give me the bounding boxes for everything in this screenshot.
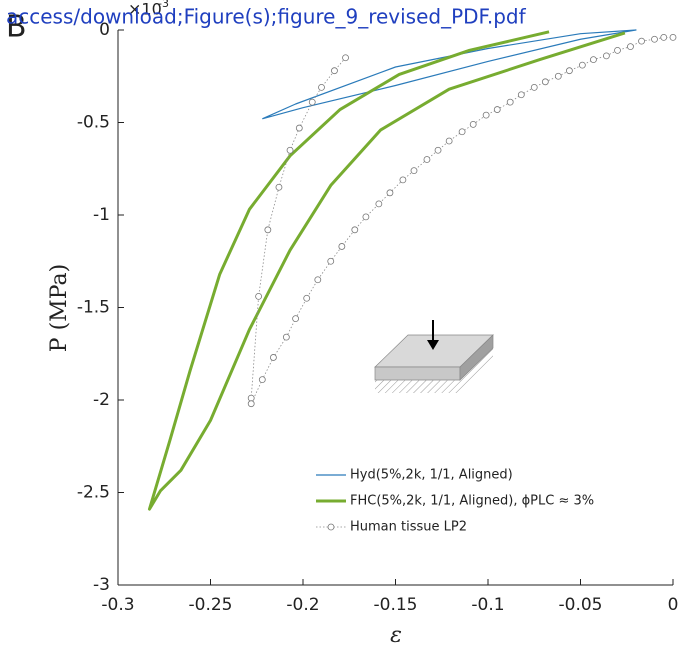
x-axis-label: ε bbox=[390, 623, 402, 648]
marker bbox=[318, 83, 325, 91]
source-text: access/download;Figure(s);figure_9_revis… bbox=[6, 5, 527, 29]
y-axis-label: P (MPa) bbox=[47, 264, 72, 352]
marker bbox=[303, 294, 311, 302]
marker bbox=[493, 106, 501, 113]
marker bbox=[638, 37, 645, 45]
inset-icon bbox=[374, 320, 494, 393]
x-tick-label: -0.25 bbox=[189, 595, 233, 615]
marker bbox=[264, 226, 272, 234]
marker bbox=[342, 54, 349, 62]
marker bbox=[614, 46, 621, 54]
marker bbox=[375, 200, 383, 208]
marker bbox=[469, 120, 477, 128]
marker bbox=[269, 354, 277, 361]
marker bbox=[627, 43, 634, 51]
marker bbox=[327, 257, 335, 265]
marker bbox=[351, 226, 359, 234]
x-tick-label: -0.05 bbox=[559, 595, 603, 615]
marker bbox=[362, 213, 370, 221]
marker bbox=[255, 292, 263, 300]
marker bbox=[603, 52, 610, 60]
series-line bbox=[147, 30, 626, 511]
marker bbox=[314, 276, 322, 284]
marker bbox=[292, 315, 300, 323]
marker bbox=[517, 91, 525, 99]
marker bbox=[386, 189, 394, 197]
marker bbox=[410, 167, 418, 175]
marker bbox=[295, 124, 303, 132]
marker bbox=[338, 243, 346, 250]
legend-label: Human tissue LP2 bbox=[350, 520, 467, 535]
marker bbox=[275, 183, 283, 191]
y-tick-label: -2.5 bbox=[77, 483, 110, 503]
marker bbox=[660, 34, 668, 41]
panel-label: B bbox=[6, 10, 27, 45]
marker bbox=[669, 34, 677, 41]
y-tick-label: -3 bbox=[93, 575, 110, 595]
marker bbox=[590, 56, 597, 63]
marker bbox=[423, 156, 431, 163]
marker bbox=[286, 146, 294, 154]
legend-box bbox=[304, 460, 624, 545]
marker bbox=[554, 72, 562, 80]
exponent-label: ×10 bbox=[128, 0, 162, 19]
marker bbox=[282, 333, 290, 341]
marker bbox=[308, 98, 316, 106]
marker bbox=[506, 98, 514, 106]
marker bbox=[651, 35, 658, 43]
legend-label: FHC(5%,2k, 1/1, Aligned), ϕPLC ≈ 3% bbox=[350, 494, 594, 509]
legend-marker bbox=[327, 523, 335, 531]
marker bbox=[445, 137, 453, 145]
y-tick-label: -1.5 bbox=[77, 298, 110, 318]
x-tick-label: -0.15 bbox=[374, 595, 418, 615]
marker bbox=[566, 67, 573, 75]
x-tick-label: -0.2 bbox=[286, 595, 319, 615]
marker bbox=[541, 78, 549, 86]
y-tick-label: 0 bbox=[99, 20, 110, 40]
x-tick-label: -0.3 bbox=[101, 595, 134, 615]
marker bbox=[331, 67, 338, 75]
marker bbox=[247, 400, 255, 408]
marker bbox=[258, 376, 266, 384]
legend-label: Hyd(5%,2k, 1/1, Aligned) bbox=[350, 468, 513, 483]
marker bbox=[434, 146, 442, 154]
marker bbox=[247, 394, 255, 402]
y-tick-label: -1 bbox=[93, 205, 110, 225]
x-tick-label: -0.1 bbox=[471, 595, 504, 615]
marker bbox=[530, 83, 538, 91]
marker bbox=[578, 61, 586, 69]
x-tick-label: 0 bbox=[668, 595, 679, 615]
y-tick-label: -2 bbox=[93, 390, 110, 410]
marker bbox=[458, 128, 466, 136]
exponent-power: -3 bbox=[158, 0, 169, 10]
marker bbox=[399, 176, 407, 184]
series-line bbox=[262, 29, 637, 120]
marker bbox=[482, 111, 490, 119]
y-tick-label: -0.5 bbox=[77, 113, 110, 133]
